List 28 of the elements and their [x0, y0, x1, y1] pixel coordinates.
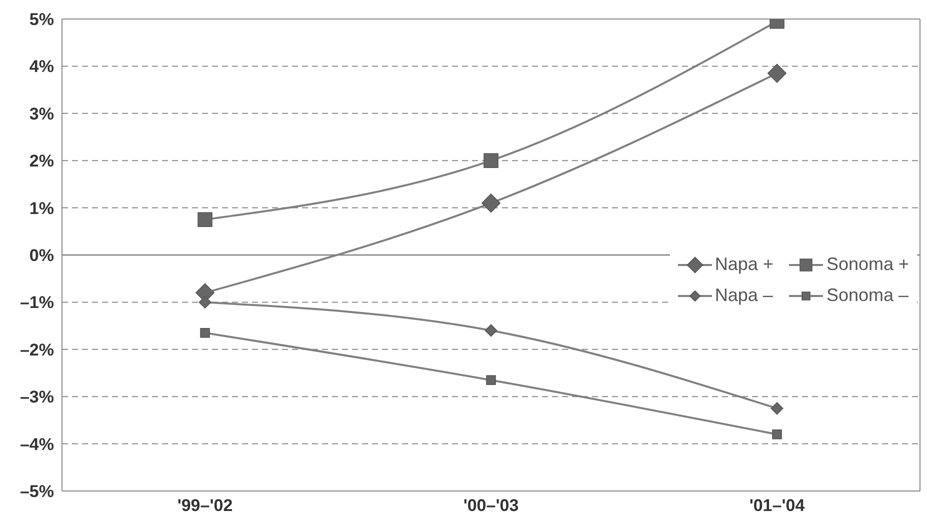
- point: [198, 212, 212, 227]
- point: [482, 194, 500, 213]
- point: [484, 153, 498, 168]
- y-tick-label: –3%: [20, 388, 54, 407]
- x-tick-label: '00–'03: [463, 496, 519, 516]
- point: [200, 328, 210, 338]
- point: [484, 324, 498, 337]
- y-tick-label: –2%: [20, 340, 54, 360]
- y-tick-label: –1%: [20, 293, 54, 312]
- point: [768, 64, 786, 83]
- x-tick-label: '01–'04: [749, 496, 806, 516]
- point: [486, 375, 496, 385]
- legend-label: Sonoma –: [826, 285, 908, 306]
- y-tick-label: 2%: [29, 152, 54, 171]
- point: [198, 296, 212, 308]
- y-tick-label: –5%: [20, 482, 54, 502]
- legend-label: Napa –: [714, 285, 773, 306]
- legend-label: Sonoma +: [826, 254, 909, 275]
- y-tick-label: 5%: [29, 10, 54, 30]
- y-tick-label: 0%: [29, 246, 54, 266]
- point: [772, 429, 782, 440]
- point: [770, 402, 784, 415]
- y-tick-label: 4%: [29, 57, 54, 76]
- legend-label: Napa +: [714, 254, 774, 275]
- y-tick-label: 3%: [29, 104, 54, 124]
- y-tick-label: 1%: [29, 198, 54, 218]
- y-tick-label: –4%: [20, 434, 54, 454]
- x-tick-label: '99–'02: [177, 496, 233, 516]
